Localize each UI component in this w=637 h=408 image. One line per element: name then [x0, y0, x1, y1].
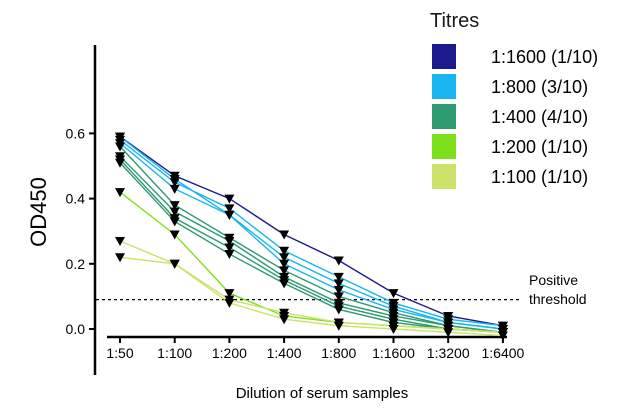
threshold-label-line2: threshold — [529, 291, 587, 307]
series-line — [119, 139, 503, 327]
data-point — [169, 175, 180, 185]
data-point — [333, 285, 344, 295]
data-point — [224, 289, 235, 299]
x-tick-label: 1:3200 — [427, 345, 470, 361]
x-tick-label: 1:100 — [157, 345, 192, 361]
y-tick-label: 0.6 — [66, 125, 86, 141]
data-point — [333, 256, 344, 266]
data-point — [169, 217, 180, 227]
legend-swatch — [432, 104, 456, 129]
x-tick-label: 1:200 — [212, 345, 247, 361]
data-point — [115, 253, 125, 263]
legend-label: 1:1600 (1/10) — [491, 47, 598, 67]
series-layer — [115, 132, 508, 341]
data-point — [279, 266, 290, 276]
data-point — [169, 259, 180, 269]
data-point — [333, 272, 344, 282]
data-point — [279, 259, 290, 269]
data-point — [279, 279, 290, 289]
data-point — [115, 132, 125, 142]
data-point — [279, 253, 290, 263]
data-point — [388, 325, 399, 334]
data-point — [224, 243, 235, 253]
data-point — [279, 246, 290, 256]
data-point — [169, 230, 180, 240]
data-point — [279, 230, 290, 240]
data-point — [115, 236, 125, 246]
legend-swatch — [432, 74, 456, 99]
series-line — [119, 136, 503, 330]
data-point — [333, 321, 344, 331]
x-axis-title: Dilution of serum samples — [236, 385, 409, 402]
data-point — [224, 236, 235, 246]
data-point — [333, 279, 344, 289]
axes: 0.0 0.2 0.4 0.6 1:50 1:100 1:200 1:400 1:800 1:16… — [66, 45, 525, 375]
y-tick-label: 0.4 — [66, 191, 86, 207]
data-point — [333, 305, 344, 315]
data-point — [169, 184, 180, 194]
data-point — [224, 250, 235, 260]
data-point — [497, 331, 508, 341]
legend-label: 1:100 (1/10) — [491, 167, 588, 187]
y-tick-label: 0.0 — [66, 321, 86, 337]
data-point — [279, 308, 290, 318]
legend-label: 1:800 (3/10) — [491, 77, 588, 97]
data-point — [279, 315, 290, 325]
data-point — [169, 201, 180, 211]
series-line — [119, 155, 503, 333]
data-point — [224, 204, 235, 214]
data-point — [115, 158, 125, 168]
data-point — [333, 292, 344, 302]
legend-title: Titres — [430, 10, 479, 32]
legend-swatch — [432, 164, 456, 189]
x-tick-label: 1:6400 — [481, 345, 524, 361]
data-point — [224, 210, 235, 220]
x-tick-label: 1:1600 — [372, 345, 415, 361]
series-line — [119, 256, 503, 337]
legend-label: 1:200 (1/10) — [491, 137, 588, 157]
threshold-label-line1: Positive — [529, 272, 578, 288]
data-point — [443, 328, 454, 338]
data-point — [388, 289, 399, 299]
data-point — [224, 298, 235, 308]
data-point — [224, 194, 235, 204]
series-line — [119, 136, 504, 327]
y-axis-title: OD450 — [26, 177, 51, 247]
legend-label: 1:400 (4/10) — [491, 107, 588, 127]
x-tick-label: 1:400 — [267, 345, 302, 361]
data-point — [115, 188, 125, 198]
x-tick-label: 1:800 — [321, 345, 356, 361]
legend: Titres 1:1600 (1/10) 1:800 (3/10) 1:400 (4/… — [430, 10, 598, 189]
x-tick-label: 1:50 — [106, 345, 133, 361]
data-point — [169, 207, 180, 217]
legend-swatch — [432, 44, 456, 69]
legend-swatch — [432, 134, 456, 159]
y-tick-label: 0.2 — [66, 256, 86, 272]
data-point — [115, 142, 125, 152]
